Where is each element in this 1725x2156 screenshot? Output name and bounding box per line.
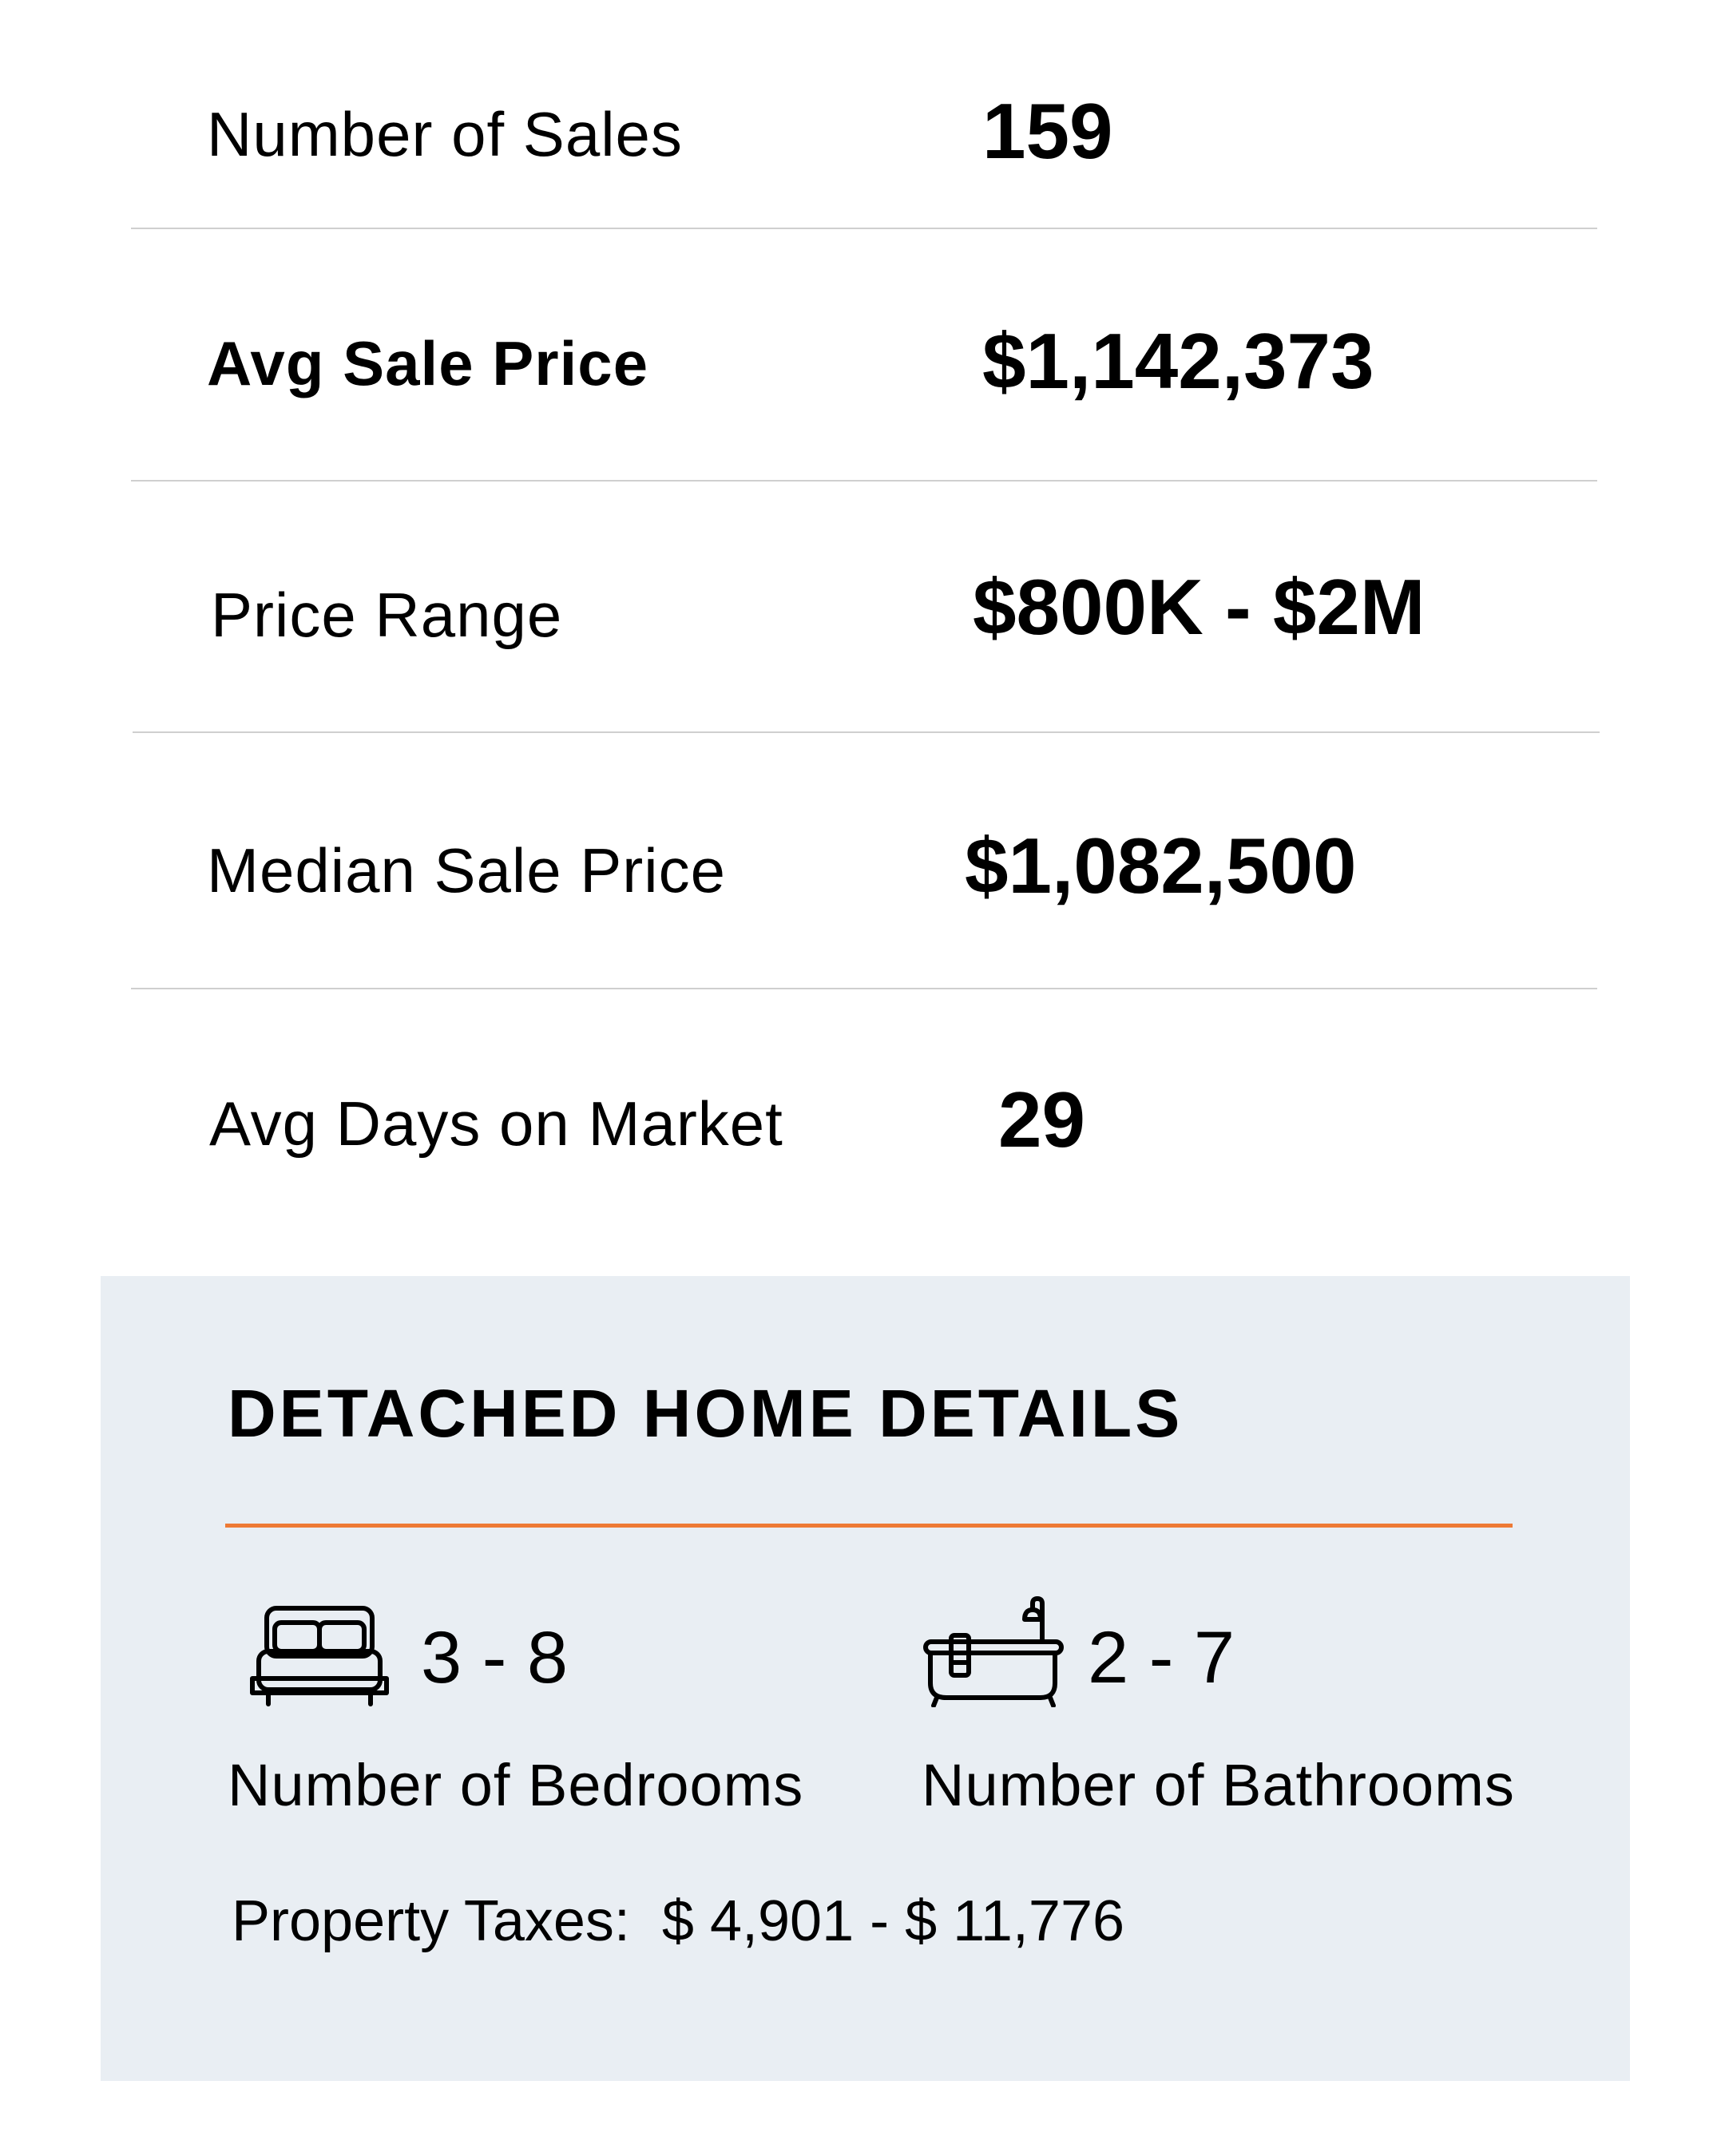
stat-value-median-sale-price: $1,082,500 bbox=[965, 822, 1357, 910]
stat-label-number-of-sales: Number of Sales bbox=[207, 99, 683, 169]
stat-value-avg-days-on-market: 29 bbox=[998, 1076, 1086, 1163]
stat-value-price-range: $800K - $2M bbox=[973, 563, 1426, 651]
bathrooms-label: Number of Bathrooms bbox=[922, 1752, 1515, 1818]
details-heading: DETACHED HOME DETAILS bbox=[228, 1376, 1184, 1451]
divider bbox=[131, 988, 1597, 989]
stat-label-avg-days-on-market: Avg Days on Market bbox=[209, 1088, 783, 1159]
bathrooms-range: 2 - 7 bbox=[1088, 1617, 1235, 1698]
stat-label-median-sale-price: Median Sale Price bbox=[207, 835, 726, 906]
divider bbox=[131, 228, 1597, 229]
stat-label-price-range: Price Range bbox=[211, 580, 563, 650]
property-taxes: Property Taxes: $ 4,901 - $ 11,776 bbox=[232, 1889, 1125, 1953]
stat-value-avg-sale-price: $1,142,373 bbox=[982, 317, 1374, 405]
bedrooms-label: Number of Bedrooms bbox=[228, 1752, 804, 1818]
bathtub-icon bbox=[922, 1595, 1066, 1707]
stat-value-number-of-sales: 159 bbox=[982, 87, 1113, 175]
divider bbox=[133, 731, 1600, 733]
bedrooms-range: 3 - 8 bbox=[421, 1617, 569, 1698]
divider bbox=[131, 480, 1597, 482]
bed-icon bbox=[249, 1603, 390, 1707]
stat-label-avg-sale-price: Avg Sale Price bbox=[207, 328, 649, 398]
accent-divider bbox=[225, 1524, 1513, 1528]
